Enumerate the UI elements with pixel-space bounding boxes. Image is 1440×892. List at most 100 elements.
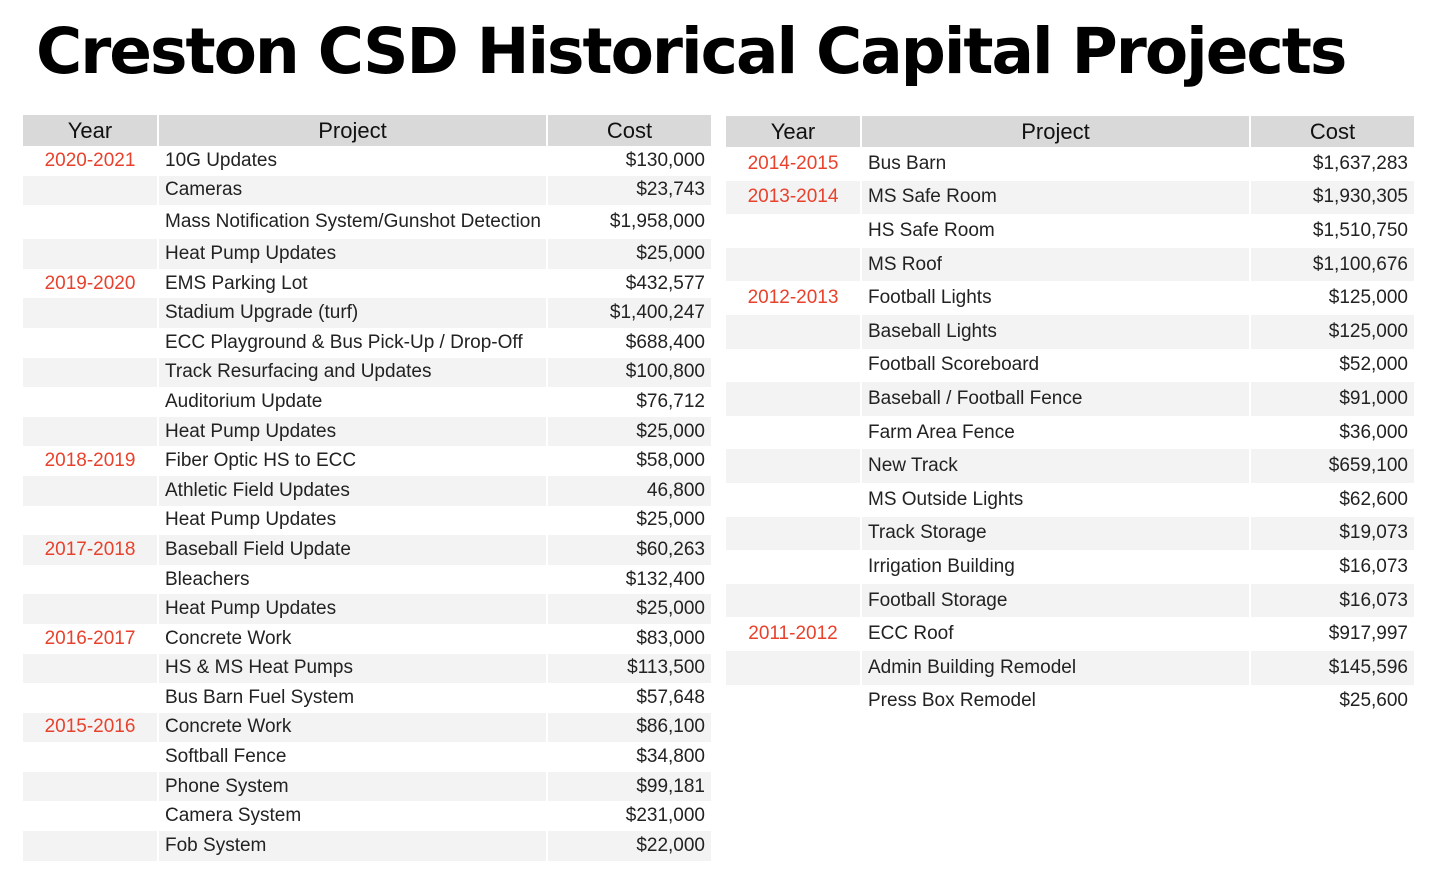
cost-cell: 46,800 bbox=[548, 475, 711, 506]
cost-cell: $432,577 bbox=[548, 268, 711, 299]
cost-cell: $19,073 bbox=[1251, 516, 1414, 551]
cost-cell: $99,181 bbox=[548, 771, 711, 802]
cost-cell: $36,000 bbox=[1251, 415, 1414, 450]
project-cell: MS Roof bbox=[862, 247, 1251, 282]
project-cell: Baseball Field Update bbox=[159, 535, 548, 565]
project-cell: Admin Building Remodel bbox=[862, 650, 1251, 685]
table-row: Heat Pump Updates $25,000 bbox=[23, 239, 711, 269]
project-cell: Phone System bbox=[159, 771, 548, 802]
table-row: MS Outside Lights $62,600 bbox=[726, 482, 1414, 517]
project-cell: MS Safe Room bbox=[862, 180, 1251, 215]
cost-cell: $917,997 bbox=[1251, 617, 1414, 651]
year-cell: 2017-2018 bbox=[23, 535, 159, 565]
cost-cell: $25,000 bbox=[548, 239, 711, 269]
year-cell bbox=[23, 416, 159, 447]
project-cell: Irrigation Building bbox=[862, 550, 1251, 584]
year-cell bbox=[726, 247, 862, 282]
year-cell: 2020-2021 bbox=[23, 146, 159, 176]
cost-cell: $132,400 bbox=[548, 564, 711, 595]
cost-cell: $25,000 bbox=[548, 416, 711, 447]
year-cell bbox=[726, 684, 862, 719]
project-cell: Baseball Lights bbox=[862, 314, 1251, 349]
project-cell: Bus Barn Fuel System bbox=[159, 683, 548, 713]
cost-cell: $125,000 bbox=[1251, 281, 1414, 315]
year-cell: 2013-2014 bbox=[726, 180, 862, 215]
project-cell: New Track bbox=[862, 449, 1251, 483]
table-row: 2018-2019 Fiber Optic HS to ECC $58,000 bbox=[23, 446, 711, 476]
year-cell: 2018-2019 bbox=[23, 446, 159, 476]
project-cell: Heat Pump Updates bbox=[159, 239, 548, 269]
project-cell: Football Scoreboard bbox=[862, 348, 1251, 383]
year-cell: 2012-2013 bbox=[726, 281, 862, 315]
year-cell bbox=[23, 387, 159, 417]
cost-cell: $1,930,305 bbox=[1251, 180, 1414, 215]
cost-cell: $57,648 bbox=[548, 683, 711, 713]
project-cell: Camera System bbox=[159, 801, 548, 832]
year-column-header: Year bbox=[23, 115, 159, 146]
year-cell bbox=[726, 382, 862, 416]
year-cell bbox=[726, 214, 862, 248]
cost-cell: $86,100 bbox=[548, 712, 711, 743]
table-row: 2012-2013 Football Lights $125,000 bbox=[726, 281, 1414, 315]
table-row: Softball Fence $34,800 bbox=[23, 742, 711, 772]
table-row: Track Storage $19,073 bbox=[726, 516, 1414, 551]
project-cell: Concrete Work bbox=[159, 623, 548, 654]
project-cell: Track Resurfacing and Updates bbox=[159, 357, 548, 388]
year-cell bbox=[23, 771, 159, 802]
project-cell: Baseball / Football Fence bbox=[862, 382, 1251, 416]
project-cell: Athletic Field Updates bbox=[159, 475, 548, 506]
year-cell bbox=[23, 742, 159, 772]
cost-cell: $659,100 bbox=[1251, 449, 1414, 483]
cost-cell: $60,263 bbox=[548, 535, 711, 565]
year-cell bbox=[726, 550, 862, 584]
project-cell: HS Safe Room bbox=[862, 214, 1251, 248]
year-cell: 2015-2016 bbox=[23, 712, 159, 743]
table-row: 2014-2015 Bus Barn $1,637,283 bbox=[726, 147, 1414, 181]
cost-column-header: Cost bbox=[548, 115, 711, 146]
cost-cell: $1,100,676 bbox=[1251, 247, 1414, 282]
cost-cell: $25,000 bbox=[548, 505, 711, 536]
table-row: Athletic Field Updates 46,800 bbox=[23, 475, 711, 506]
project-column-header: Project bbox=[862, 116, 1251, 147]
cost-cell: $22,000 bbox=[548, 831, 711, 861]
table-row: Stadium Upgrade (turf) $1,400,247 bbox=[23, 298, 711, 328]
year-cell bbox=[23, 175, 159, 206]
year-cell: 2016-2017 bbox=[23, 623, 159, 654]
year-cell bbox=[23, 205, 159, 240]
table-row: 2011-2012 ECC Roof $917,997 bbox=[726, 617, 1414, 651]
cost-cell: $130,000 bbox=[548, 146, 711, 176]
project-cell: Heat Pump Updates bbox=[159, 594, 548, 624]
project-cell: 10G Updates bbox=[159, 146, 548, 176]
projects-table-left: Year Project Cost 2020-2021 10G Updates $1… bbox=[23, 115, 711, 861]
cost-cell: $1,637,283 bbox=[1251, 147, 1414, 181]
cost-cell: $76,712 bbox=[548, 387, 711, 417]
table-row: Football Scoreboard $52,000 bbox=[726, 348, 1414, 383]
cost-cell: $16,073 bbox=[1251, 550, 1414, 584]
project-cell: Heat Pump Updates bbox=[159, 505, 548, 536]
cost-cell: $100,800 bbox=[548, 357, 711, 388]
project-cell: Fiber Optic HS to ECC bbox=[159, 446, 548, 476]
year-cell bbox=[23, 327, 159, 358]
table-row: Press Box Remodel $25,600 bbox=[726, 684, 1414, 719]
cost-cell: $52,000 bbox=[1251, 348, 1414, 383]
cost-cell: $231,000 bbox=[548, 801, 711, 832]
table-row: 2020-2021 10G Updates $130,000 bbox=[23, 146, 711, 176]
year-cell bbox=[23, 594, 159, 624]
table-row: Fob System $22,000 bbox=[23, 831, 711, 861]
project-cell: Softball Fence bbox=[159, 742, 548, 772]
project-cell: Concrete Work bbox=[159, 712, 548, 743]
cost-cell: $113,500 bbox=[548, 653, 711, 684]
table-row: Mass Notification System/Gunshot Detecti… bbox=[23, 205, 711, 240]
table-row: MS Roof $1,100,676 bbox=[726, 247, 1414, 282]
project-cell: Football Lights bbox=[862, 281, 1251, 315]
year-cell: 2014-2015 bbox=[726, 147, 862, 181]
table-row: 2017-2018 Baseball Field Update $60,263 bbox=[23, 535, 711, 565]
table-row: Baseball / Football Fence $91,000 bbox=[726, 382, 1414, 416]
project-cell: ECC Playground & Bus Pick-Up / Drop-Off bbox=[159, 327, 548, 358]
table-row: Auditorium Update $76,712 bbox=[23, 387, 711, 417]
year-cell: 2011-2012 bbox=[726, 617, 862, 651]
year-cell bbox=[726, 650, 862, 685]
year-cell bbox=[23, 475, 159, 506]
cost-cell: $83,000 bbox=[548, 623, 711, 654]
table-row: ECC Playground & Bus Pick-Up / Drop-Off $… bbox=[23, 327, 711, 358]
